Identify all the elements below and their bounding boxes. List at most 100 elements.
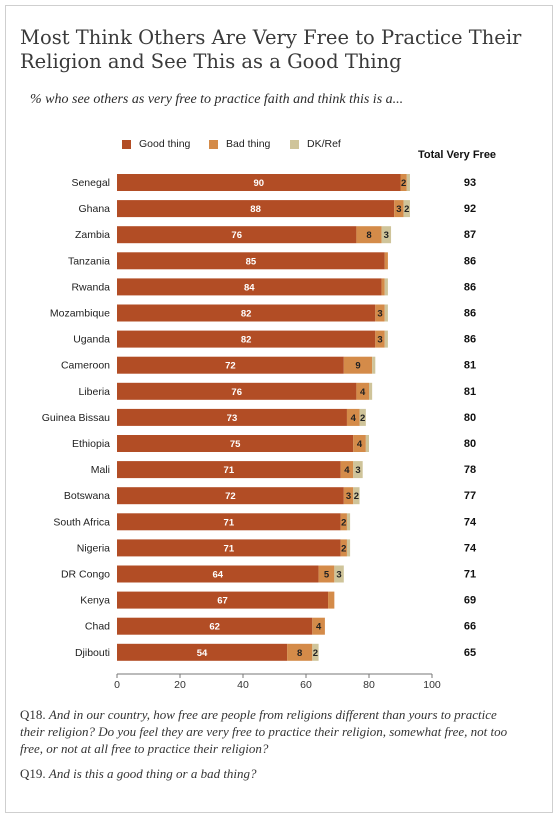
bar-dk	[365, 435, 369, 452]
bar-good	[117, 408, 347, 426]
bar-dk	[346, 539, 351, 557]
data-label-bad: 9	[355, 361, 360, 372]
data-label-good: 90	[253, 178, 264, 189]
total-value: 80	[464, 412, 476, 424]
category-label: Uganda	[73, 334, 110, 346]
data-label-good: 82	[241, 335, 252, 346]
bar-dk	[353, 487, 360, 505]
data-label-dk: 3	[384, 230, 389, 241]
bar-bad	[328, 591, 335, 609]
bar-dk	[369, 382, 373, 400]
x-tick-label: 100	[423, 679, 441, 691]
bar-bad	[340, 461, 354, 479]
category-label: Mali	[91, 464, 110, 476]
bar-good	[117, 356, 344, 374]
category-label: Liberia	[78, 386, 110, 398]
total-value: 86	[464, 281, 476, 293]
data-label-bad: 2	[341, 543, 346, 554]
data-label-dk: 3	[336, 570, 341, 581]
bar-bad	[318, 565, 335, 583]
total-very-free-header: Total Very Free	[418, 149, 497, 161]
bar-bad	[346, 408, 360, 426]
total-value: 86	[464, 308, 476, 320]
category-label: Djibouti	[75, 647, 110, 659]
category-label: Rwanda	[71, 281, 110, 293]
data-label-good: 82	[241, 309, 252, 320]
category-label: Guinea Bissau	[42, 412, 110, 424]
data-label-good: 73	[227, 413, 238, 424]
total-value: 78	[464, 464, 476, 476]
category-label: Senegal	[71, 177, 110, 189]
data-label-bad: 2	[341, 517, 346, 528]
data-label-bad: 5	[324, 570, 330, 581]
bar-bad	[400, 174, 407, 191]
bar-dk	[381, 226, 392, 244]
bar-good	[117, 591, 329, 609]
data-label-good: 76	[231, 230, 242, 241]
legend-label-bad: Bad thing	[226, 138, 271, 150]
category-label: Chad	[85, 621, 110, 633]
legend-item-dk: DK/Ref	[290, 138, 341, 150]
data-label-dk: 3	[355, 465, 360, 476]
bar-bad	[343, 356, 373, 374]
note-q19-text: And is this a good thing or a bad thing?	[48, 766, 257, 781]
bar-bad	[312, 617, 325, 635]
bar-bad	[384, 252, 388, 270]
bar-dk	[346, 513, 351, 531]
bar-good	[117, 382, 357, 400]
bar-bad	[353, 435, 366, 452]
category-label: Tanzania	[68, 255, 110, 267]
data-label-good: 85	[246, 256, 257, 267]
legend-label-dk: DK/Ref	[307, 138, 341, 150]
data-label-good: 62	[209, 622, 220, 633]
data-label-dk: 2	[404, 204, 409, 215]
total-value: 74	[464, 542, 477, 554]
note-q18-text: And in our country, how free are people …	[20, 707, 508, 756]
data-label-bad: 3	[377, 309, 382, 320]
bar-bad	[375, 304, 385, 322]
data-label-good: 75	[230, 439, 241, 450]
total-value: 77	[464, 490, 476, 502]
note-q18: Q18. And in our country, how free are pe…	[20, 706, 510, 757]
x-tick-label: 60	[300, 679, 312, 691]
category-label: Zambia	[75, 229, 110, 241]
total-value: 86	[464, 255, 476, 267]
data-label-bad: 8	[366, 230, 371, 241]
data-label-dk: 2	[313, 648, 318, 659]
data-label-bad: 4	[351, 413, 357, 424]
data-label-bad: 4	[360, 387, 366, 398]
bar-bad	[343, 487, 354, 505]
bar-dk	[384, 278, 388, 296]
bar-good	[117, 617, 313, 635]
data-label-good: 72	[225, 491, 236, 502]
data-label-dk: 2	[360, 413, 365, 424]
bar-good	[117, 330, 376, 348]
bar-bad	[394, 200, 404, 218]
bar-good	[117, 304, 376, 322]
bar-dk	[372, 356, 376, 374]
x-tick-label: 80	[363, 679, 375, 691]
legend-item-bad: Bad thing	[209, 138, 270, 150]
category-label: Kenya	[80, 595, 110, 607]
bar-good	[117, 435, 354, 452]
bar-good	[117, 539, 341, 557]
data-label-good: 67	[217, 596, 228, 607]
total-value: 86	[464, 334, 476, 346]
bar-dk	[384, 304, 388, 322]
chart-subtitle: % who see others as very free to practic…	[30, 92, 404, 107]
data-label-bad: 4	[344, 465, 350, 476]
total-value: 80	[464, 438, 476, 450]
bar-good	[117, 278, 382, 296]
bar-dk	[334, 565, 344, 583]
bar-bad	[381, 278, 385, 296]
total-value: 87	[464, 229, 476, 241]
data-label-good: 64	[213, 570, 224, 581]
bar-bad	[356, 226, 382, 244]
data-label-bad: 3	[377, 335, 382, 346]
bar-good	[117, 513, 341, 531]
data-label-bad: 4	[316, 622, 322, 633]
bar-good	[117, 565, 319, 583]
x-tick-label: 40	[237, 679, 249, 691]
bar-good	[117, 200, 395, 218]
legend-swatch-bad	[209, 139, 218, 149]
